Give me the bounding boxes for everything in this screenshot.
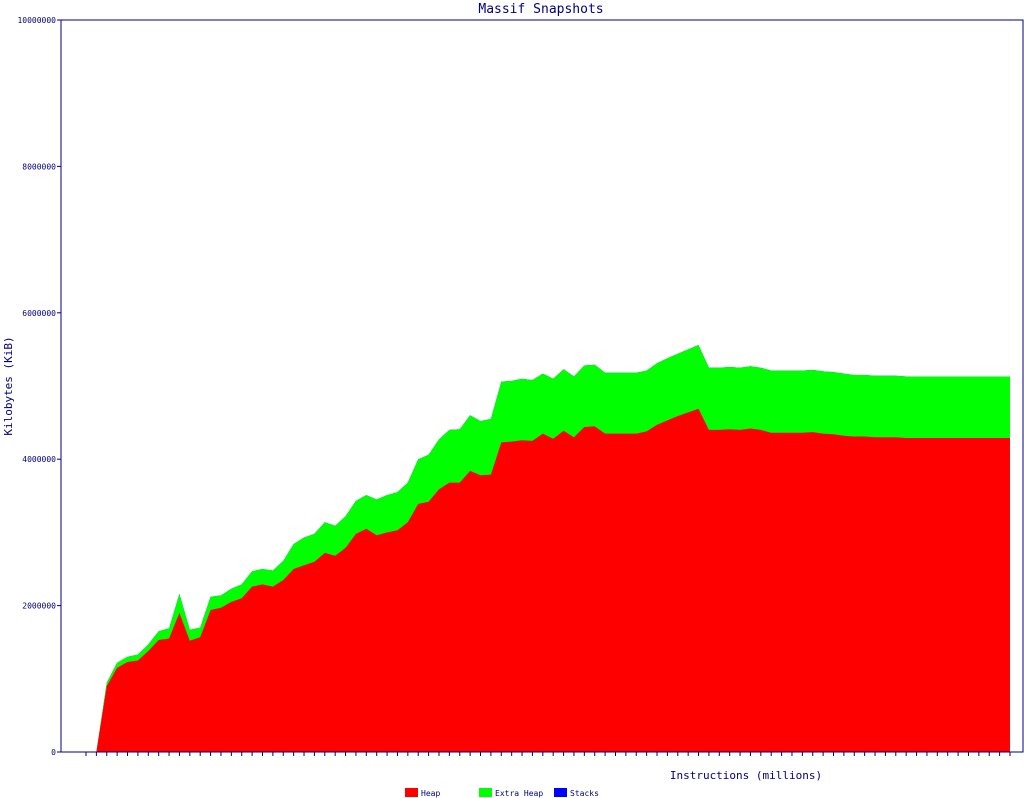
y-tick-label: 10000000 [17, 16, 56, 25]
y-tick-label: 2000000 [22, 602, 56, 611]
y-axis-label: Kilobytes (KiB) [2, 336, 15, 435]
x-axis-label: Instructions (millions) [670, 769, 822, 782]
y-tick-label: 4000000 [22, 455, 56, 464]
y-tick-label: 6000000 [22, 309, 56, 318]
y-tick-label: 8000000 [22, 162, 56, 171]
x-axis-ticks [85, 752, 1011, 756]
plot-area [86, 345, 1010, 752]
plot-frame [60, 19, 1024, 753]
series-area-heap [86, 408, 1010, 752]
legend-label-stacks: Stacks [570, 789, 599, 798]
legend-swatch-stacks [554, 788, 567, 797]
legend: Heap Extra Heap Stacks [405, 788, 599, 798]
legend-swatch-extra-heap [479, 788, 492, 797]
legend-swatch-heap [405, 788, 418, 797]
y-axis-ticks: 0 2000000 4000000 6000000 8000000 10000000 [17, 16, 61, 757]
legend-label-extra-heap: Extra Heap [495, 789, 543, 798]
chart-title: Massif Snapshots [478, 2, 603, 17]
y-tick-label: 0 [51, 748, 56, 757]
legend-label-heap: Heap [421, 789, 440, 798]
